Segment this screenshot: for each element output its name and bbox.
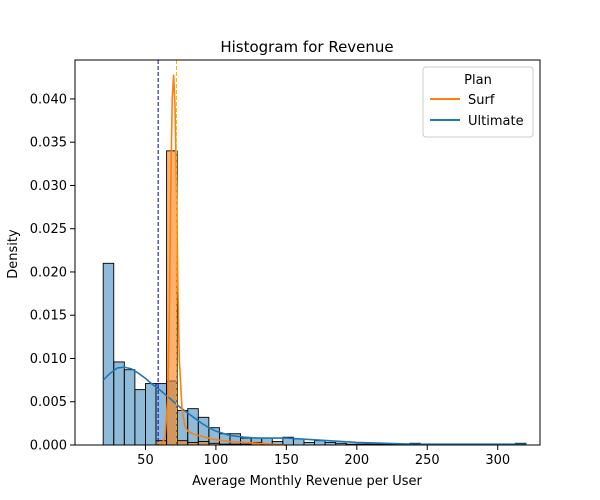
bar-ultimate: [102, 262, 115, 446]
legend-title: Plan: [464, 73, 492, 88]
bar-ultimate: [123, 369, 136, 446]
x-tick-label: 100: [203, 453, 228, 468]
x-tick-label: 300: [485, 453, 510, 468]
bar-surf: [197, 441, 210, 446]
x-tick-label: 250: [415, 453, 440, 468]
x-tick-label: 200: [344, 453, 369, 468]
x-tick-label: 50: [137, 453, 154, 468]
kde-line-ultimate: [102, 366, 526, 445]
y-tick-label: 0.035: [30, 136, 67, 151]
y-tick-label: 0.025: [30, 222, 67, 237]
y-axis-label: Density: [6, 229, 21, 279]
x-axis-label: Average Monthly Revenue per User: [192, 474, 422, 489]
legend: Plan Surf Ultimate: [422, 66, 534, 138]
y-tick-label: 0.040: [30, 92, 67, 107]
bar-ultimate: [145, 383, 157, 446]
kde-line-surf: [159, 74, 287, 446]
chart-title: Histogram for Revenue: [220, 38, 393, 56]
y-tick-label: 0.005: [30, 395, 67, 410]
axes: [74, 59, 541, 446]
legend-label-ultimate: Ultimate: [468, 114, 524, 129]
x-tick-label: 150: [274, 453, 299, 468]
ticks: 50 100 150 200 250 300 0.000 0.005 0.010 0.015 0.0…: [30, 92, 510, 468]
y-tick-label: 0.030: [30, 179, 67, 194]
plot-bars: [102, 150, 527, 446]
y-tick-label: 0.020: [30, 265, 67, 280]
bar-ultimate: [314, 440, 326, 446]
plot-lines: [102, 60, 526, 446]
y-tick-label: 0.000: [30, 439, 67, 454]
legend-label-surf: Surf: [468, 93, 495, 108]
bar-ultimate: [134, 389, 146, 446]
bar-surf: [176, 440, 189, 446]
y-tick-label: 0.010: [30, 352, 67, 367]
bar-ultimate: [113, 361, 125, 446]
y-tick-label: 0.015: [30, 309, 67, 324]
axes-frame: [74, 59, 541, 446]
